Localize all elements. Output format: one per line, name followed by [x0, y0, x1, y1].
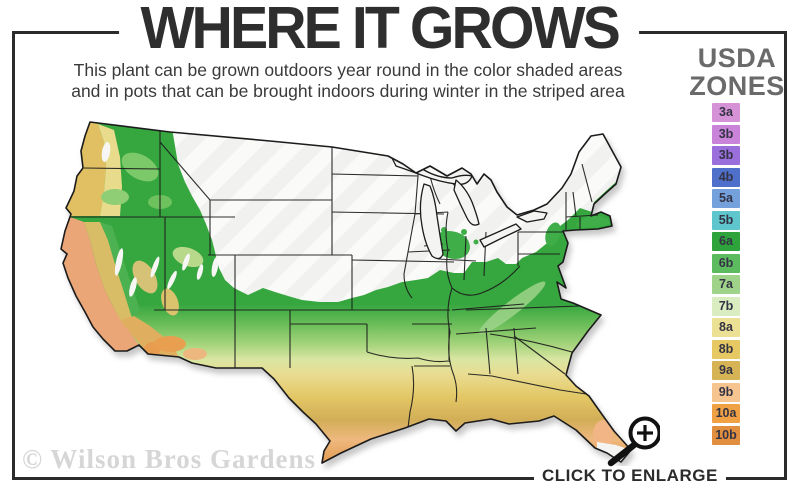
legend-zone-swatch: 10a: [712, 404, 740, 423]
legend-zone-swatch: 3a: [712, 103, 740, 122]
legend-zone-swatch: 9a: [712, 361, 740, 380]
usda-label: USDA: [697, 43, 777, 73]
legend-zone-swatch: 7b: [712, 296, 740, 316]
title-block: WHERE IT GROWS: [119, 0, 640, 62]
zones-label: ZONES: [689, 71, 785, 101]
legend-zone-swatch: 4b: [712, 167, 740, 187]
legend-zone-swatch: 5a: [712, 189, 740, 208]
legend-zone-swatch: 9b: [712, 382, 740, 402]
legend-zone-swatch: 3b: [712, 124, 740, 144]
magnifier-zoom-icon[interactable]: [598, 404, 662, 473]
us-growing-zones-map[interactable]: [20, 112, 670, 468]
legend-zone-swatch: 5b: [712, 210, 740, 230]
legend-zone-swatch: 8a: [712, 318, 740, 337]
legend-zone-swatch: 8b: [712, 339, 740, 359]
legend-zone-swatch: 7a: [712, 275, 740, 294]
subtitle: This plant can be grown outdoors year ro…: [30, 60, 666, 101]
legend-zone-swatch: 3b: [712, 146, 740, 165]
usda-zones-legend: 3a 3b 3b 4b 5a 5b 6a 6b 7a 7b 8a 8b 9a 9b 10a 10b: [712, 103, 740, 447]
subtitle-line1: This plant can be grown outdoors year ro…: [73, 60, 623, 80]
legend-zone-swatch: 10b: [712, 425, 740, 445]
legend-zone-swatch: 6b: [712, 253, 740, 273]
page-title: WHERE IT GROWS: [140, 0, 620, 61]
click-to-enlarge-label[interactable]: CLICK TO ENLARGE: [534, 466, 726, 486]
watermark: © Wilson Bros Gardens: [22, 444, 316, 474]
legend-zone-swatch: 6a: [712, 232, 740, 251]
subtitle-line2: and in pots that can be brought indoors …: [71, 80, 625, 101]
usda-zones-heading: USDA ZONES: [678, 44, 796, 100]
